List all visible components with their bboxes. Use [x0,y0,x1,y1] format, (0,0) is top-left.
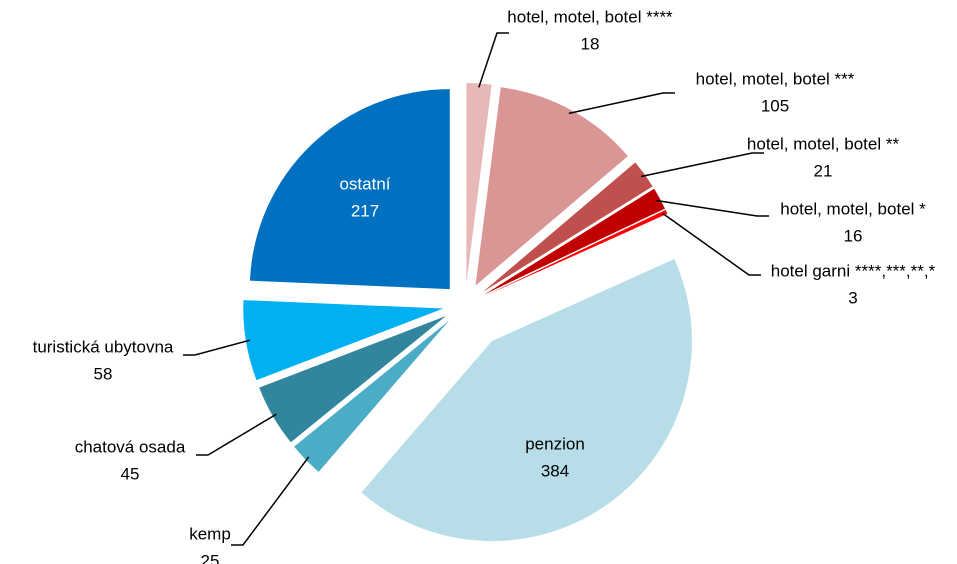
leader-line [231,456,310,546]
slice-label: ostatní [339,174,390,193]
pie-slice [361,259,692,542]
slice-value: 3 [848,288,857,307]
pie-slice [249,89,450,290]
pie-slice [466,83,492,284]
slice-value: 25 [201,551,220,564]
slice-value: 16 [844,226,863,245]
pie-slice [484,188,665,295]
pie-slice [482,162,653,293]
slice-label: hotel, motel, botel **** [507,7,673,26]
leader-line [478,32,509,88]
slice-value: 18 [581,34,600,53]
pie-slice [484,209,668,296]
slice-value: 384 [541,461,569,480]
pie-slice [294,320,450,472]
slice-label: hotel, motel, botel * [780,199,926,218]
slice-value: 21 [814,161,833,180]
slice-value: 45 [121,464,140,483]
pie-slice [475,87,628,286]
slice-value: 217 [351,201,379,220]
slice-label: hotel, motel, botel *** [696,69,855,88]
slice-label: kemp [189,524,231,543]
leader-line [196,413,277,456]
leader-line [568,92,675,115]
slice-value: 58 [94,364,113,383]
slice-label: penzion [525,434,585,453]
leader-line [662,212,761,276]
leader-line [656,199,769,217]
slice-label: chatová osada [75,437,186,456]
slice-label: hotel garni ****,***,**,* [771,261,936,280]
slice-label: turistická ubytovna [33,337,174,356]
pie-slice [259,316,446,443]
leader-line [183,339,251,356]
slice-label: hotel, motel, botel ** [747,134,900,153]
slice-value: 105 [761,96,789,115]
leader-line [640,152,764,178]
pie-slice [243,300,444,381]
